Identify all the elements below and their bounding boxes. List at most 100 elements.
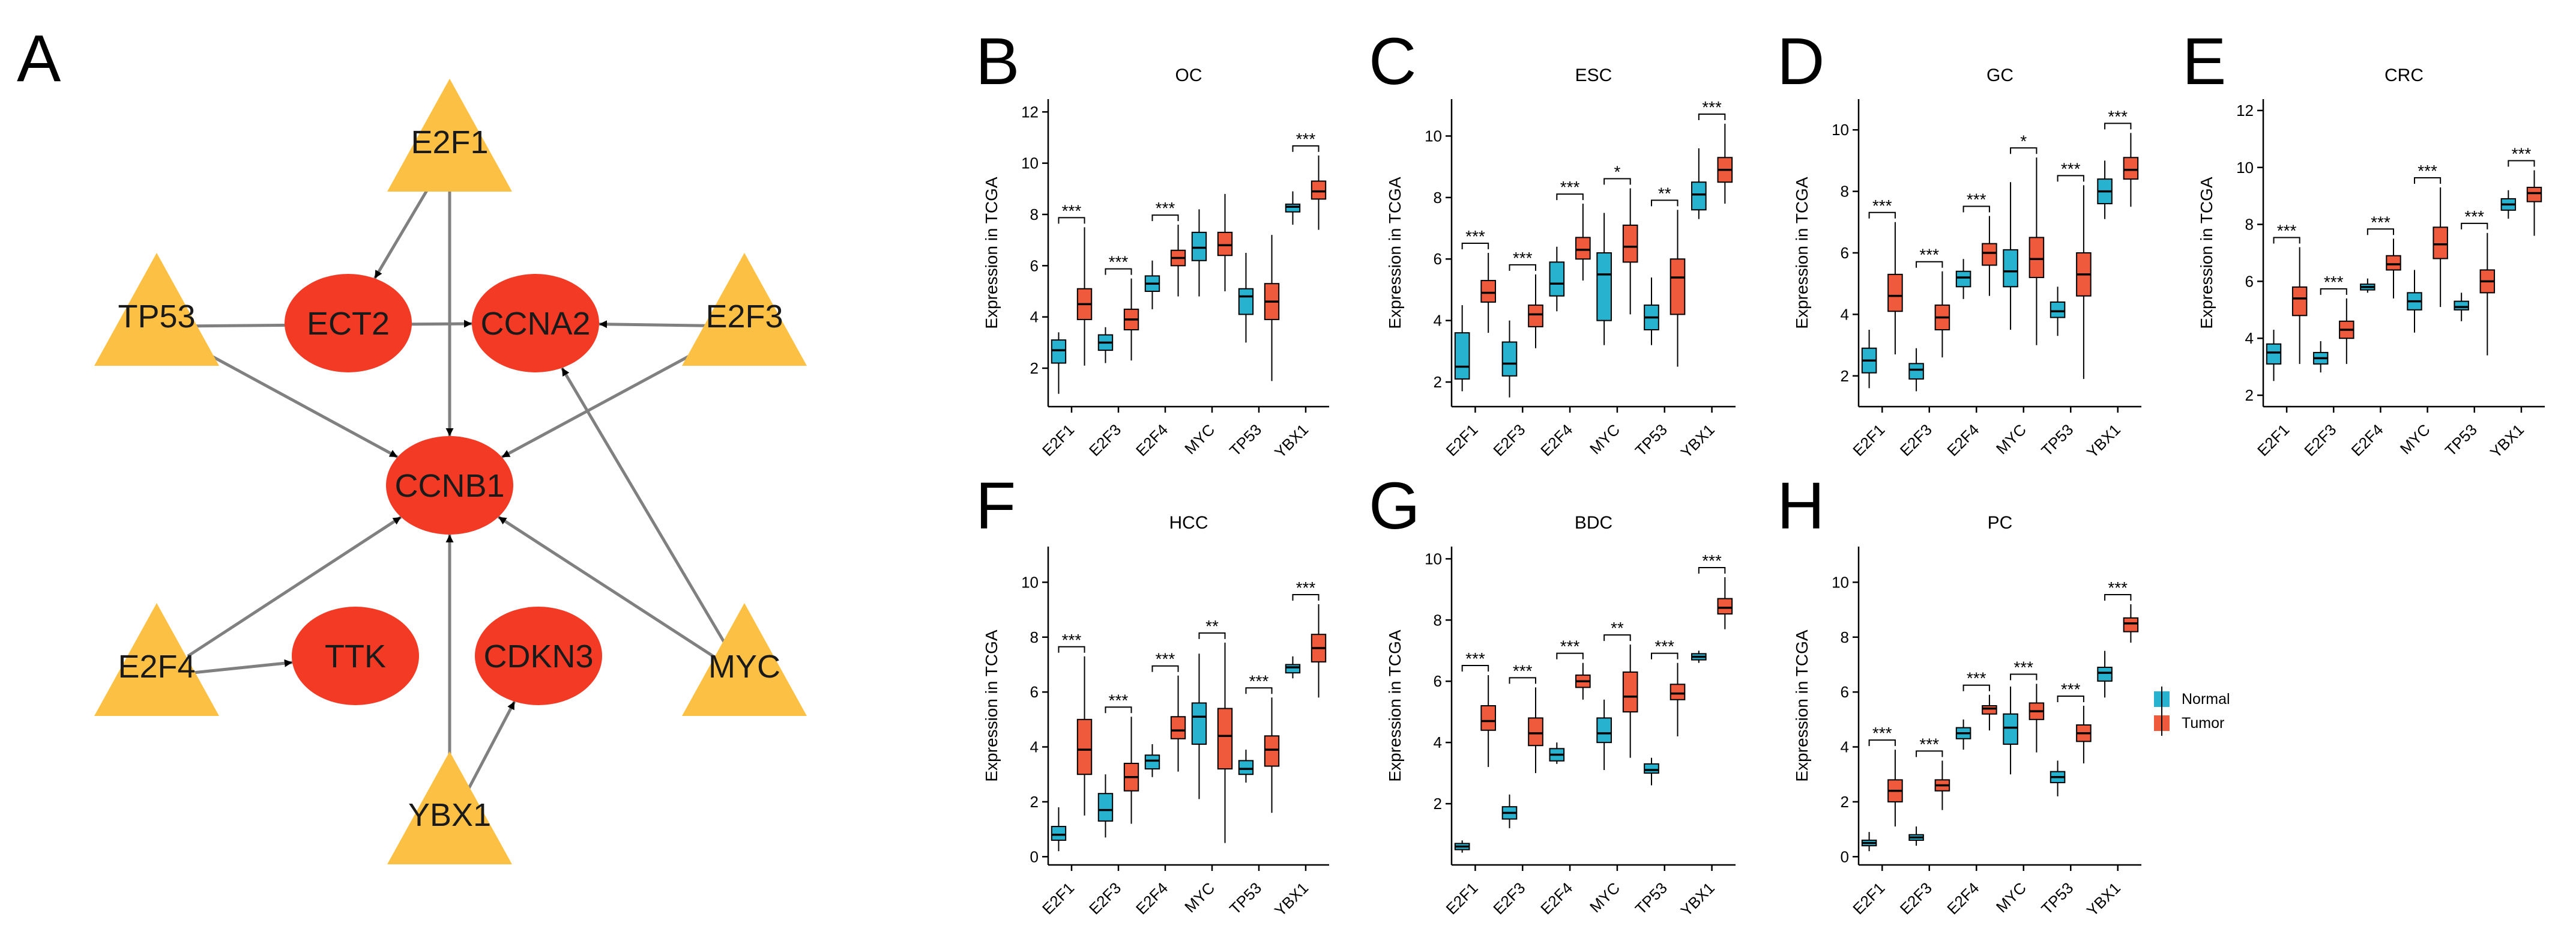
sig-bracket-d-myc — [2010, 147, 2038, 154]
sig-label-f-tp53: *** — [1249, 672, 1269, 690]
y-tick-label-f-6: 6 — [1030, 683, 1039, 701]
panel-title-g: BDC — [1575, 513, 1612, 533]
box-body-tumor-c-e2f4 — [1575, 237, 1591, 260]
edge-e2f4-ttk — [193, 659, 293, 675]
x-tick-label-d-tp53: TP53 — [2038, 420, 2077, 459]
sig-label-c-ybx1: *** — [1702, 98, 1722, 117]
panel-g: G BDC 2 4 6 8 10 Expression in TCGA E2F1 *** E2F3 *… — [1369, 469, 1736, 920]
y-tick-label-e-8: 8 — [2245, 216, 2254, 234]
sig-bracket-g-tp53 — [1650, 652, 1679, 660]
sig-label-e-tp53: *** — [2464, 207, 2484, 226]
sig-label-e-myc: *** — [2418, 162, 2437, 180]
box-tumor-h-myc — [2029, 684, 2045, 753]
panel-title-b: OC — [1175, 65, 1202, 85]
box-tumor-c-ybx1 — [1717, 123, 1733, 204]
sig-bracket-e-tp53 — [2461, 222, 2488, 229]
box-normal-e-e2f1 — [2266, 330, 2282, 381]
box-body-normal-c-ybx1 — [1691, 181, 1707, 211]
sig-bracket-d-e2f1 — [1868, 211, 1896, 219]
sig-label-h-e2f1: *** — [1872, 724, 1892, 742]
box-normal-c-tp53 — [1644, 277, 1659, 345]
box-normal-h-e2f3 — [1908, 826, 1924, 846]
box-tumor-e-e2f3 — [2339, 298, 2354, 364]
sig-label-d-tp53: *** — [2061, 159, 2081, 178]
y-tick-label-e-12: 12 — [2236, 102, 2254, 120]
box-normal-c-e2f4 — [1549, 246, 1565, 312]
y-tick-label-d-8: 8 — [1841, 183, 1849, 201]
box-tumor-e-e2f4 — [2386, 238, 2401, 299]
box-normal-b-ybx1 — [1285, 191, 1301, 225]
box-tumor-g-myc — [1622, 644, 1638, 758]
x-tick-label-d-ybx1: YBX1 — [2083, 420, 2124, 461]
tf-node-myc: MYC — [682, 603, 807, 716]
y-tick-label-e-6: 6 — [2245, 272, 2254, 290]
x-tick-label-e-myc: MYC — [2397, 420, 2434, 458]
box-body-tumor-g-e2f1 — [1480, 705, 1496, 731]
target-label-ect2: ECT2 — [307, 306, 390, 342]
box-body-normal-b-ybx1 — [1285, 203, 1301, 213]
box-normal-f-e2f4 — [1144, 744, 1160, 777]
box-tumor-e-tp53 — [2479, 232, 2496, 356]
box-tumor-g-e2f3 — [1528, 687, 1543, 774]
edge-myc-ccnb1 — [497, 515, 714, 658]
x-tick-label-g-e2f1: E2F1 — [1442, 879, 1481, 918]
sig-bracket-h-ybx1 — [2104, 593, 2132, 601]
sig-label-b-e2f4: *** — [1156, 199, 1175, 217]
sig-bracket-h-e2f3 — [1916, 750, 1943, 757]
sig-label-e-ybx1: *** — [2512, 145, 2532, 163]
sig-label-c-e2f1: *** — [1465, 227, 1485, 246]
box-tumor-d-ybx1 — [2123, 133, 2139, 207]
tf-node-ybx1: YBX1 — [387, 751, 512, 864]
sig-bracket-e-e2f3 — [2320, 288, 2347, 295]
x-tick-label-b-e2f3: E2F3 — [1085, 420, 1124, 459]
box-body-tumor-h-ybx1 — [2123, 617, 2139, 632]
box-tumor-d-tp53 — [2076, 185, 2092, 379]
tf-triangle-e2f4 — [94, 603, 219, 716]
box-body-normal-b-e2f1 — [1051, 339, 1067, 364]
target-label-ccnb1: CCNB1 — [394, 468, 504, 504]
box-tumor-h-e2f1 — [1887, 750, 1903, 827]
box-body-tumor-f-e2f1 — [1076, 718, 1093, 775]
box-normal-g-myc — [1596, 699, 1612, 771]
y-tick-label-b-12: 12 — [1021, 103, 1039, 121]
box-normal-b-myc — [1191, 209, 1207, 297]
x-tick-label-g-tp53: TP53 — [1632, 879, 1671, 918]
box-normal-g-ybx1 — [1691, 650, 1707, 663]
sig-bracket-b-e2f4 — [1151, 214, 1179, 222]
box-body-tumor-e-e2f1 — [2291, 286, 2308, 317]
sig-bracket-c-e2f1 — [1461, 243, 1489, 249]
y-tick-label-f-8: 8 — [1030, 628, 1039, 646]
y-tick-label-b-10: 10 — [1021, 154, 1039, 172]
box-body-normal-b-tp53 — [1238, 288, 1254, 315]
box-normal-h-e2f1 — [1861, 832, 1877, 852]
x-tick-label-c-tp53: TP53 — [1632, 420, 1671, 459]
panel-b: B OC 2 4 6 8 10 12 Expression in TCGA E2F1 *** E2F3… — [976, 25, 1329, 461]
target-label-ccna2: CCNA2 — [480, 306, 590, 342]
target-node-ttk: TTK — [292, 607, 419, 705]
box-tumor-c-e2f3 — [1528, 274, 1543, 348]
box-body-normal-f-myc — [1191, 702, 1207, 745]
box-body-normal-f-e2f3 — [1097, 793, 1114, 822]
box-tumor-e-ybx1 — [2526, 170, 2542, 236]
box-tumor-f-e2f1 — [1076, 656, 1093, 816]
y-axis-label-e: Expression in TCGA — [2197, 177, 2216, 329]
panel-title-h: PC — [1988, 513, 2013, 533]
box-normal-d-ybx1 — [2097, 160, 2113, 219]
sig-bracket-c-tp53 — [1650, 199, 1679, 207]
y-tick-label-b-6: 6 — [1030, 256, 1039, 274]
x-tick-label-b-myc: MYC — [1181, 420, 1218, 458]
y-tick-label-g-4: 4 — [1434, 733, 1442, 751]
box-body-normal-d-e2f3 — [1908, 363, 1924, 380]
y-tick-label-h-10: 10 — [1832, 573, 1849, 591]
y-tick-label-d-6: 6 — [1841, 244, 1849, 262]
y-tick-label-h-2: 2 — [1841, 793, 1849, 811]
tf-label-e2f4: E2F4 — [118, 649, 195, 685]
box-body-tumor-f-e2f4 — [1170, 716, 1186, 739]
box-tumor-b-e2f4 — [1170, 225, 1186, 297]
x-tick-label-c-myc: MYC — [1586, 420, 1623, 458]
target-node-ect2: ECT2 — [285, 274, 412, 372]
y-tick-label-f-10: 10 — [1021, 573, 1039, 591]
x-tick-label-f-e2f3: E2F3 — [1085, 879, 1124, 918]
target-node-cdkn3: CDKN3 — [475, 607, 602, 705]
